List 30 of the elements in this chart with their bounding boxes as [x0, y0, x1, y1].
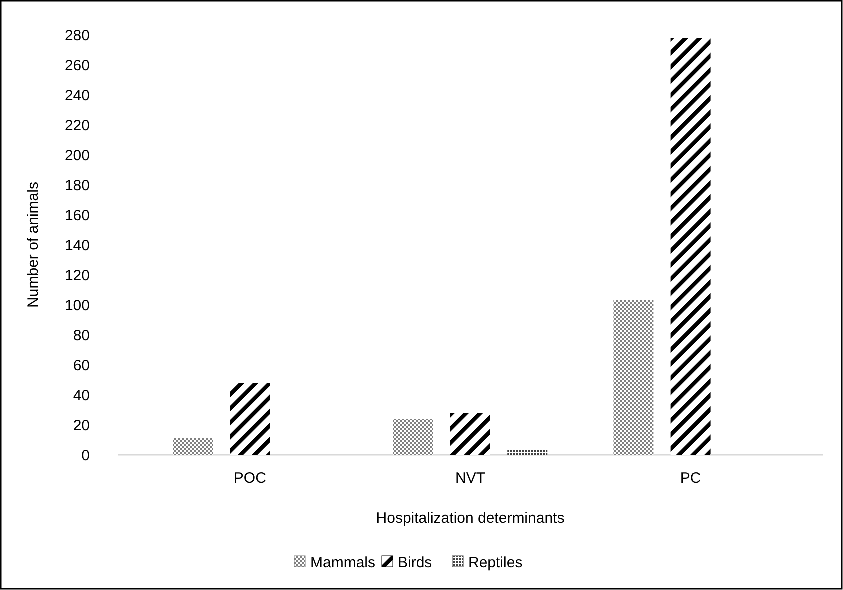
y-tick-label: 0 — [82, 447, 90, 464]
bar — [614, 300, 654, 455]
y-tick-label: 180 — [64, 177, 90, 194]
bar — [508, 450, 548, 455]
y-tick-label: 160 — [64, 207, 90, 224]
y-tick-label: 140 — [64, 237, 90, 254]
legend-label: Mammals — [310, 554, 376, 572]
x-axis-title: Hospitalization determinants — [376, 510, 565, 527]
y-tick-label: 40 — [73, 387, 90, 404]
y-tick-label: 280 — [64, 27, 90, 44]
bar — [670, 38, 711, 455]
y-tick-label: 120 — [64, 267, 90, 284]
bar — [450, 413, 490, 455]
y-tick-label: 80 — [73, 327, 90, 344]
y-tick-label: 200 — [64, 147, 90, 164]
bar — [173, 438, 214, 455]
x-tick-label: PC — [680, 470, 702, 487]
y-tick-label: 260 — [64, 57, 90, 74]
y-tick-label: 240 — [64, 87, 90, 104]
y-axis-title: Number of animals — [25, 182, 42, 308]
legend-label: Reptiles — [468, 554, 523, 572]
x-tick-label: NVT — [456, 470, 486, 487]
legend-label: Birds — [398, 554, 432, 572]
y-tick-label: 100 — [64, 297, 90, 314]
bar — [393, 419, 434, 455]
y-tick-label: 60 — [73, 357, 90, 374]
x-tick-label: POC — [234, 470, 267, 487]
y-tick-label: 220 — [64, 117, 90, 134]
bar — [230, 383, 270, 455]
y-tick-label: 20 — [73, 417, 90, 434]
